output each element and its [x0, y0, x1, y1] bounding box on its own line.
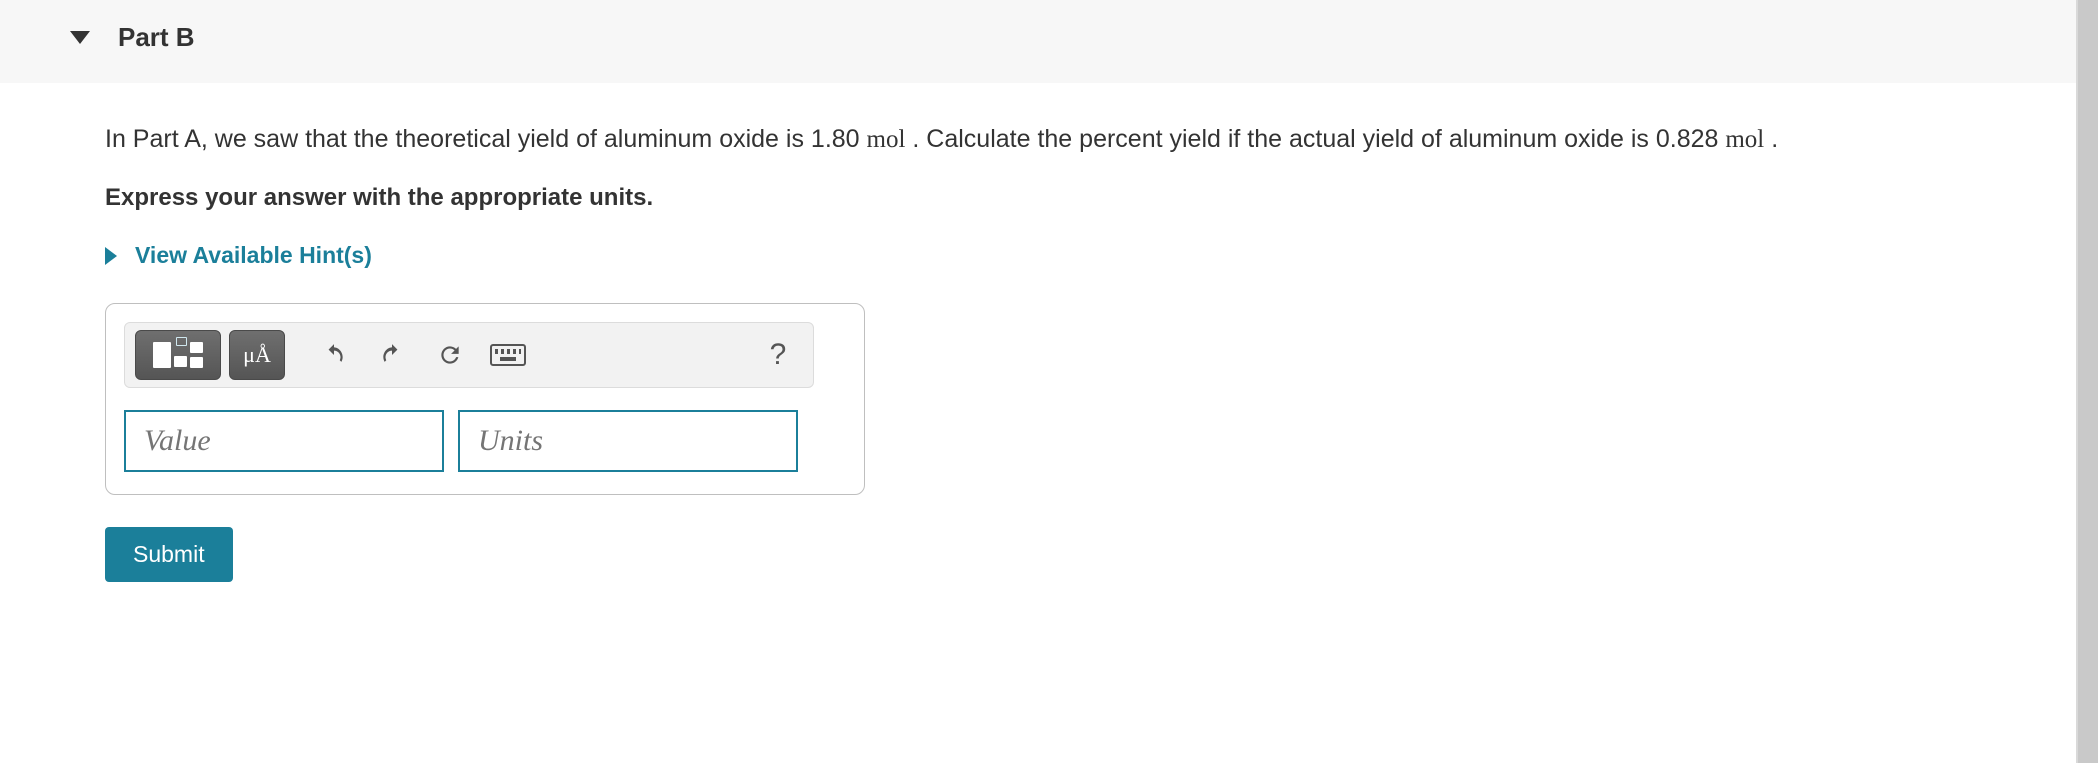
redo-icon	[379, 342, 405, 368]
view-hints-button[interactable]: View Available Hint(s)	[105, 242, 1840, 269]
scrollbar[interactable]	[2076, 0, 2098, 763]
undo-button[interactable]	[309, 330, 359, 380]
q-seg-3: .	[1764, 125, 1778, 153]
answer-inputs	[124, 410, 846, 472]
help-button[interactable]: ?	[753, 330, 803, 380]
answer-instruction: Express your answer with the appropriate…	[105, 184, 1840, 212]
q-seg-1: In Part A, we saw that the theoretical y…	[105, 125, 811, 153]
units-input[interactable]	[458, 410, 798, 472]
part-header[interactable]: Part B	[0, 0, 2098, 83]
q-seg-2: . Calculate the percent yield if the act…	[905, 125, 1655, 153]
submit-button[interactable]: Submit	[105, 527, 233, 582]
q-val-1: 1.80	[811, 125, 860, 153]
q-unit-1: mol	[867, 126, 906, 153]
hints-label: View Available Hint(s)	[135, 242, 372, 269]
q-unit-2: mol	[1725, 126, 1764, 153]
keyboard-button[interactable]	[483, 330, 533, 380]
keyboard-icon	[490, 344, 526, 366]
chevron-down-icon	[70, 31, 90, 44]
question-text: In Part A, we saw that the theoretical y…	[105, 121, 1840, 158]
undo-icon	[321, 342, 347, 368]
part-body: In Part A, we saw that the theoretical y…	[0, 83, 1900, 582]
templates-button[interactable]	[135, 330, 221, 380]
chevron-right-icon	[105, 247, 117, 265]
question-part: Part B In Part A, we saw that the theore…	[0, 0, 2098, 582]
symbols-button[interactable]: μÅ	[229, 330, 285, 380]
help-icon: ?	[770, 338, 787, 372]
answer-toolbar: μÅ ?	[124, 322, 814, 388]
reset-button[interactable]	[425, 330, 475, 380]
value-input[interactable]	[124, 410, 444, 472]
templates-icon	[153, 342, 203, 368]
symbols-icon: μÅ	[243, 342, 271, 368]
reset-icon	[437, 342, 463, 368]
q-val-2: 0.828	[1656, 125, 1719, 153]
redo-button[interactable]	[367, 330, 417, 380]
answer-box: μÅ ?	[105, 303, 865, 495]
part-title: Part B	[118, 22, 195, 53]
